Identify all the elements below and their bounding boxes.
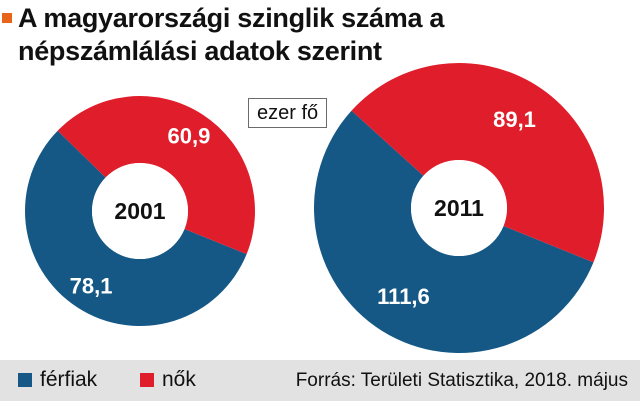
unit-label: ezer fő [248,98,328,128]
year-label-2011: 2011 [434,195,484,221]
legend-swatch-women [140,373,154,387]
title-marker [2,13,12,23]
legend-swatch-men [18,373,32,387]
slice-women-2011 [351,63,604,263]
donut-2011: 111,6 89,1 2011 [313,63,604,354]
legend-label-men: férfiak [40,368,98,391]
value-label-men-2001: 78,1 [70,273,113,298]
chart-title: A magyarországi szinglik száma a népszám… [18,3,445,66]
value-label-men-2011: 111,6 [377,284,430,309]
source-note: Forrás: Területi Statisztika, 2018. máju… [295,370,628,391]
slice-men-2011 [313,110,594,354]
slice-women-2001 [57,96,255,255]
value-label-women-2001: 60,9 [168,124,211,149]
legend-label-women: nők [162,368,196,391]
donut-charts: 78,1 60,9 2001 111,6 89,1 2011 [24,63,604,354]
footer-bar: férfiak nők Forrás: Területi Statisztika… [0,360,640,401]
donut-hole-2011 [411,160,507,256]
donut-2001: 78,1 60,9 2001 [24,96,255,327]
chart-header: A magyarországi szinglik száma a népszám… [0,0,640,78]
slice-men-2001 [24,130,247,327]
donut-hole-2001 [92,163,188,259]
year-label-2001: 2001 [114,198,165,224]
value-label-women-2011: 89,1 [493,107,536,132]
